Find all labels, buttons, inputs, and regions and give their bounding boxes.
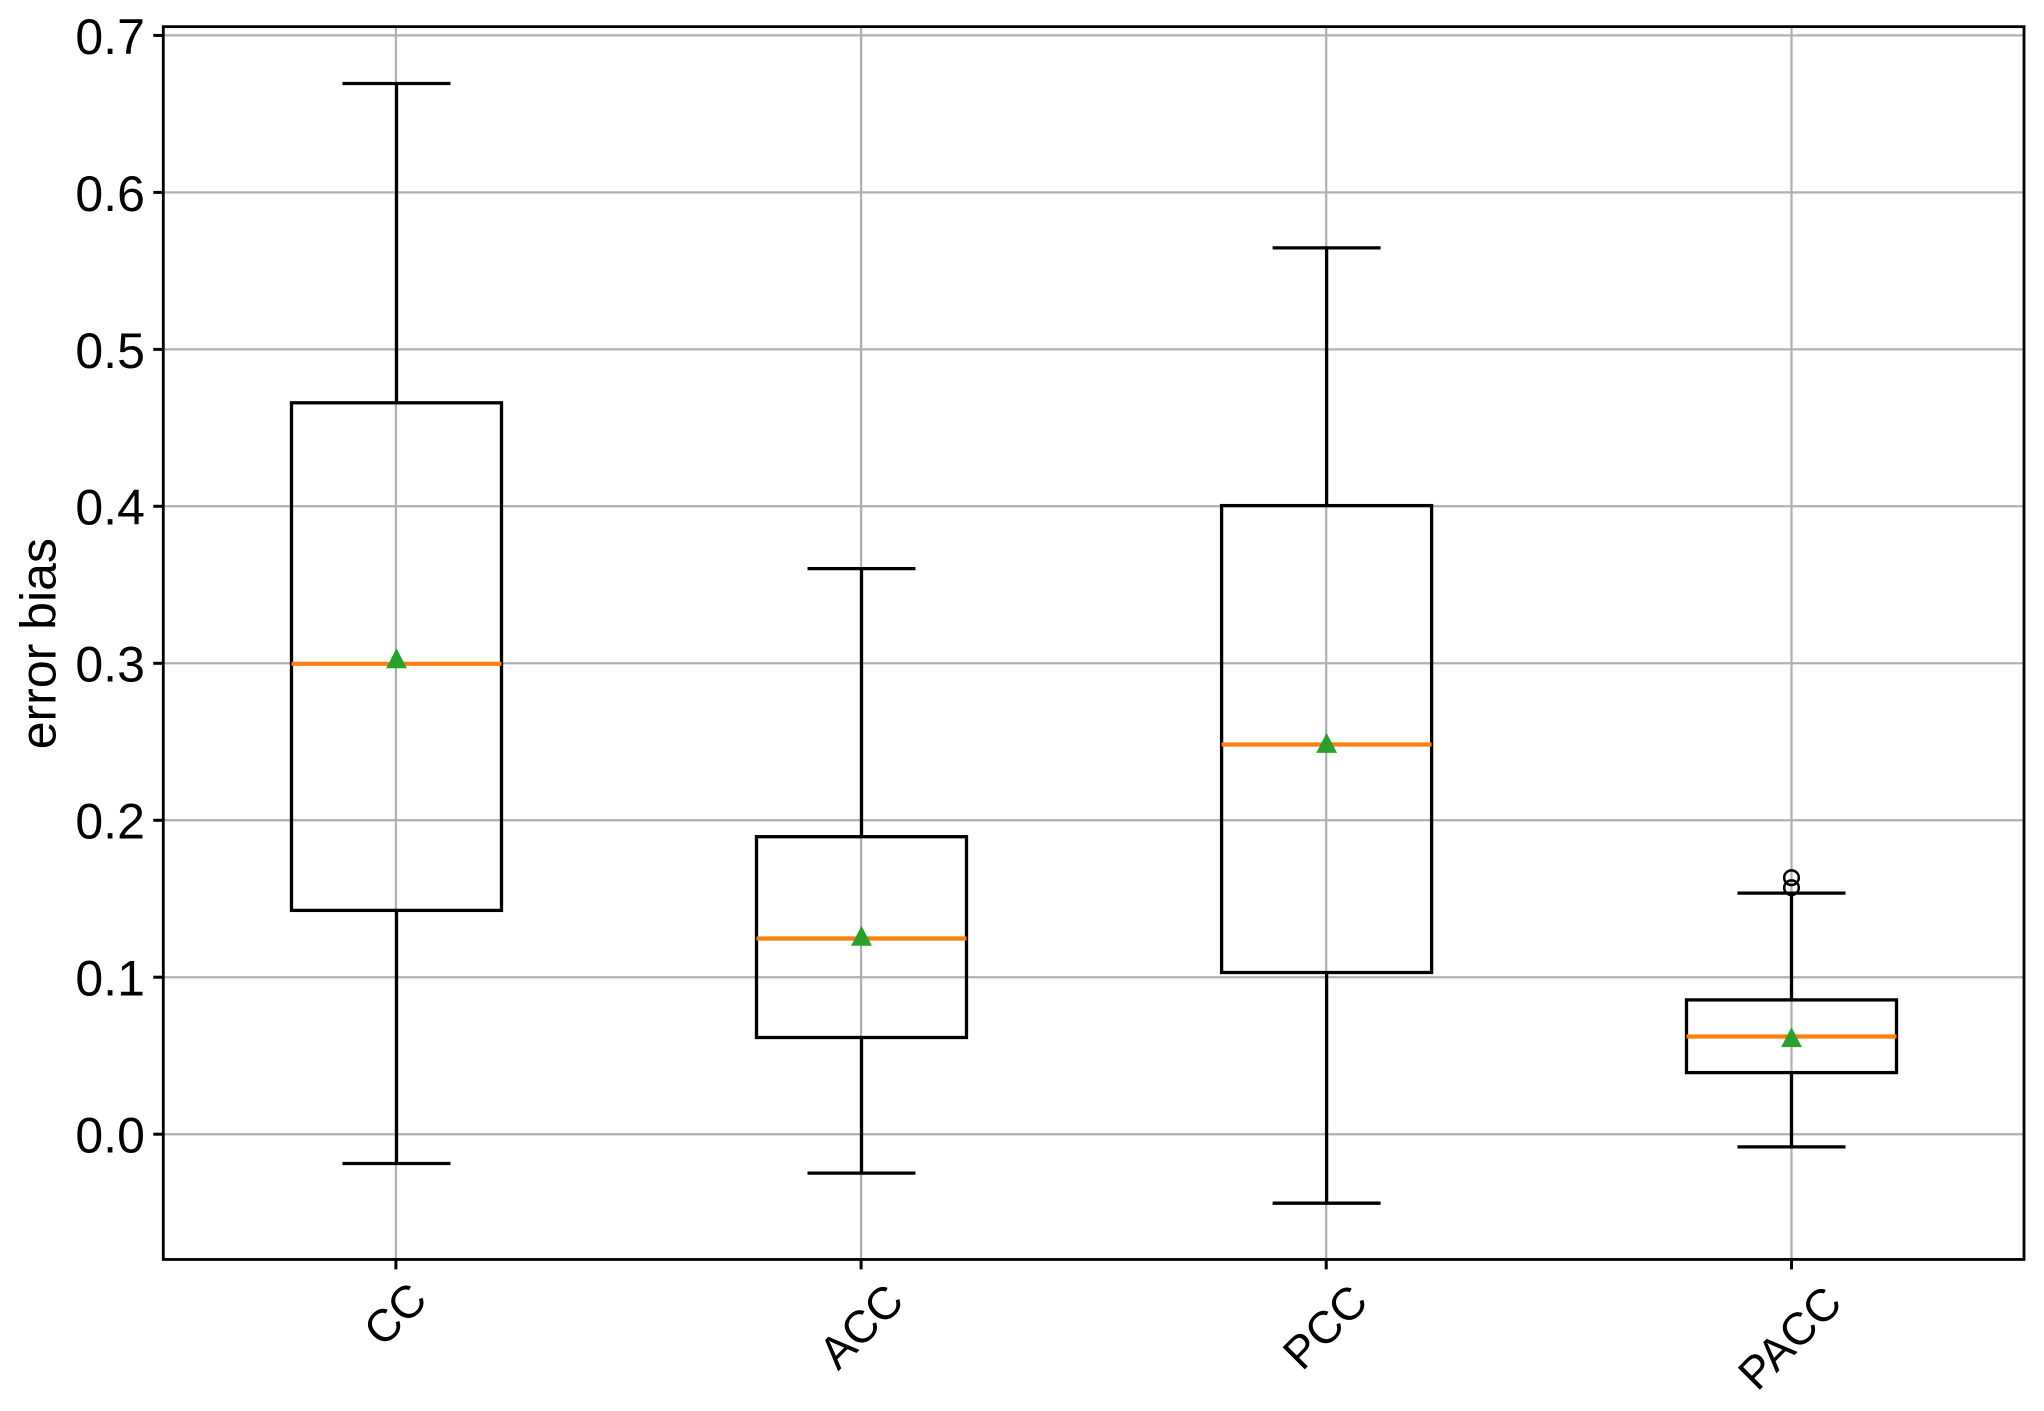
- svg-text:0.2: 0.2: [75, 794, 145, 850]
- svg-text:0.3: 0.3: [75, 637, 145, 693]
- svg-text:0.6: 0.6: [75, 166, 145, 222]
- svg-text:0.7: 0.7: [75, 9, 145, 65]
- svg-text:0.5: 0.5: [75, 323, 145, 379]
- svg-text:0.0: 0.0: [75, 1108, 145, 1164]
- svg-text:0.1: 0.1: [75, 951, 145, 1007]
- svg-text:error bias: error bias: [10, 538, 66, 749]
- svg-text:0.4: 0.4: [75, 480, 145, 536]
